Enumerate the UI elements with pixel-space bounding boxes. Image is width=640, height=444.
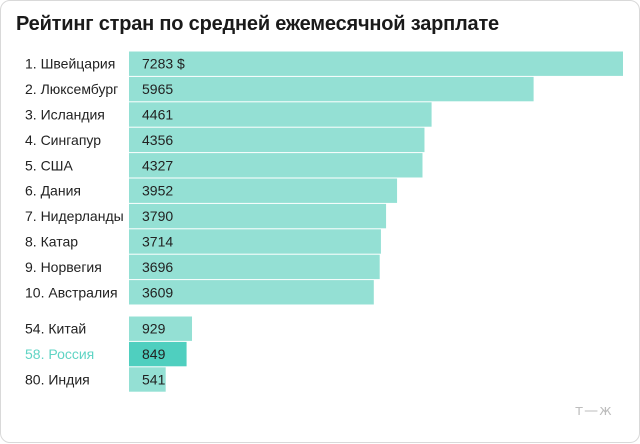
bar-value-label: 541 [142,372,166,388]
bar-value-label: 3714 [142,234,173,250]
bar [129,280,374,305]
bar-value-label: 929 [142,321,166,337]
bar-category-label: 3. Исландия [25,107,105,123]
bar-row: 3. Исландия 4461 [25,102,432,127]
bar-category-label: 8. Катар [25,234,78,250]
bar [129,229,381,254]
bar-category-label: 2. Люксембург [25,81,118,97]
bar [129,127,425,153]
bar-value-label: 4327 [142,157,173,173]
bar [129,203,387,229]
bar-value-label: 4356 [142,132,173,148]
bar-category-label: 10. Австралия [25,284,118,300]
bar-value-label: 3609 [142,284,173,300]
bar [129,76,534,102]
bar-value-label: 3696 [142,259,173,275]
bar-row: 1. Швейцария 7283 $ [25,51,623,76]
bar-category-label: 7. Нидерланды [25,208,124,224]
bar [129,153,423,178]
bar-row: 8. Катар 3714 [25,229,381,254]
bar-value-label: 5965 [142,81,173,97]
bar-row: 10. Австралия 3609 [25,280,374,305]
bar-category-label: 5. США [25,157,74,173]
bar-category-label: 9. Норвегия [25,259,102,275]
bar-category-label: 6. Дания [25,183,81,199]
bar [129,367,166,392]
bar-value-label: 849 [142,346,166,362]
bar [129,102,432,127]
bar-category-label: 58. Россия [25,346,94,362]
bar-row: 2. Люксембург 5965 [25,76,534,102]
bar-value-label: 7283 $ [142,56,185,72]
bar [129,178,398,203]
bar-row: 6. Дания 3952 [25,178,398,203]
bar-row: 9. Норвегия 3696 [25,254,380,280]
bar-category-label: 1. Швейцария [25,56,115,72]
bar-value-label: 4461 [142,107,173,123]
bar-value-label: 3790 [142,208,173,224]
bar-category-label: 54. Китай [25,321,86,337]
bar-row: 4. Сингапур 4356 [25,127,425,153]
bar [129,254,380,280]
bar-category-label: 80. Индия [25,372,90,388]
bar-row: 58. Россия 849 [25,341,187,367]
bar-row: 7. Нидерланды 3790 [25,203,387,229]
bar-row: 80. Индия 541 [25,367,166,392]
bar-row: 54. Китай 929 [25,316,193,341]
bar [129,51,623,76]
bar-row: 5. США 4327 [25,153,423,178]
bar-category-label: 4. Сингапур [25,132,101,148]
brand-logo: т—ж [575,403,613,419]
bar [129,316,193,341]
chart-title: Рейтинг стран по средней ежемесячной зар… [16,13,499,35]
bar-value-label: 3952 [142,183,173,199]
bar [129,341,187,367]
